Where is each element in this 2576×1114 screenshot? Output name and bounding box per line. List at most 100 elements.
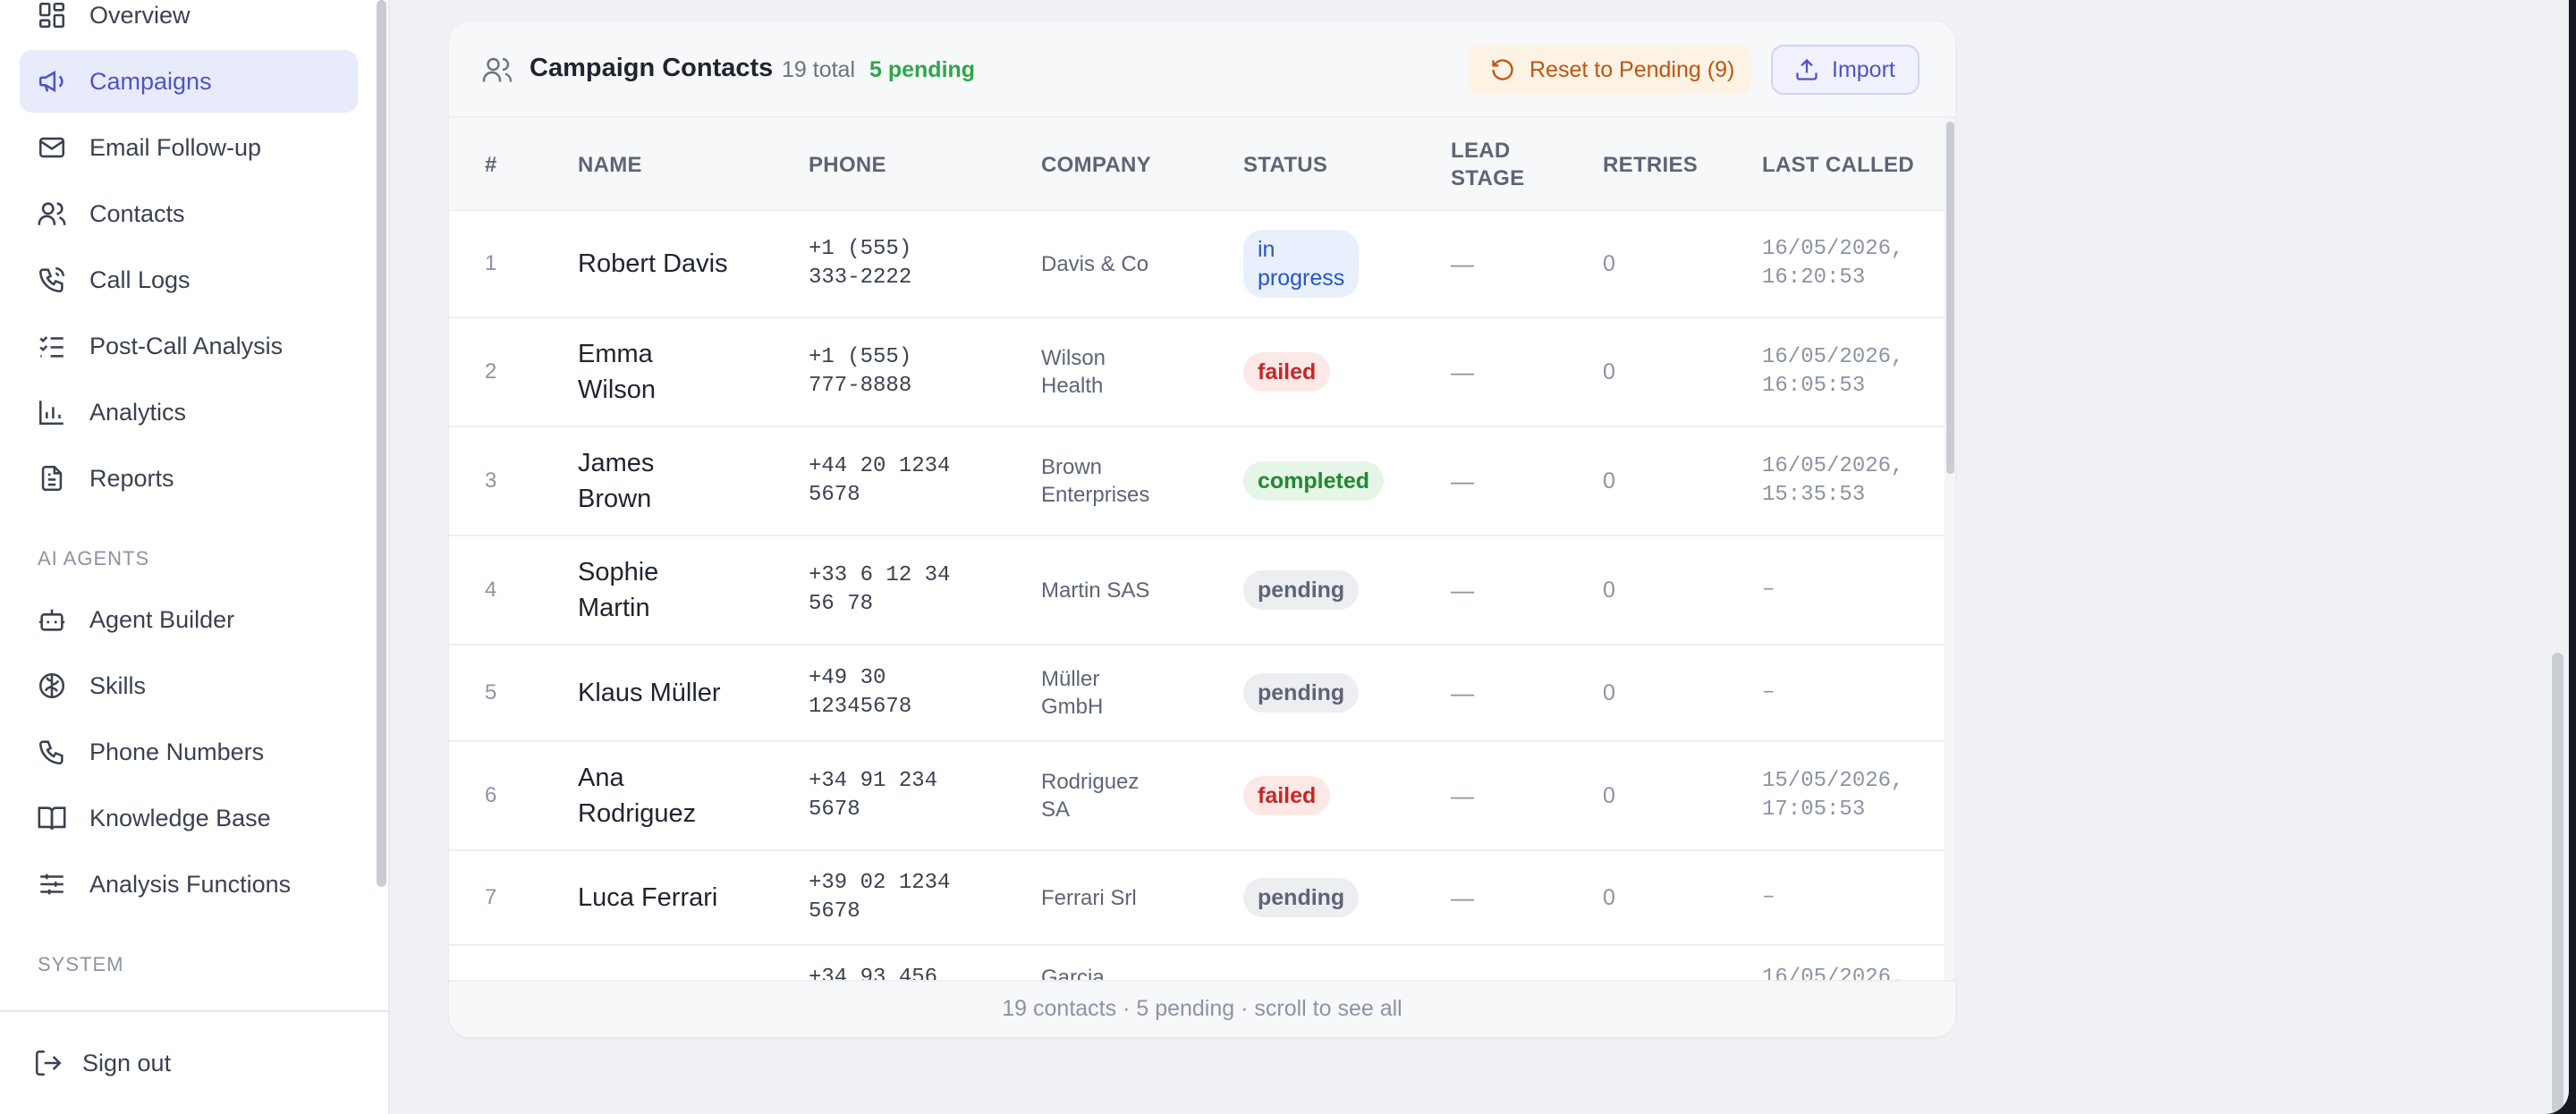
table-row[interactable]: 4 Sophie Martin +33 6 12 34 56 78 Martin SAS p… [449,536,1945,646]
column-header-last-called[interactable]: LAST CALLED [1762,153,1914,177]
grid-icon [36,0,68,31]
contact-name: Luca Ferrari [578,851,784,944]
row-number: 5 [485,680,497,705]
sidebar-scrollbar[interactable] [377,0,386,887]
phone-call-icon [36,264,68,296]
sidebar-item-overview[interactable]: Overview [20,0,358,46]
sidebar-item-email-follow-up[interactable]: Email Follow-up [20,116,358,179]
sidebar-item-contacts[interactable]: Contacts [20,182,358,245]
column-header-company[interactable]: COMPANY [1041,153,1151,177]
page-scrollbar[interactable] [2552,653,2563,1114]
rotate-ccw-icon [1490,57,1515,82]
megaphone-icon [36,65,68,97]
contact-name-line1: Robert Davis [578,249,728,278]
import-button[interactable]: Import [1771,45,1919,95]
checklist-icon [36,330,68,362]
column-header-status[interactable]: STATUS [1243,153,1328,177]
contact-name: James Brown [578,427,784,535]
sidebar-item-agent-builder[interactable]: Agent Builder [20,588,358,651]
contact-company-line1: Brown [1041,455,1103,479]
contact-name-line1: Ana [578,764,624,792]
sidebar-item-post-call-analysis[interactable]: Post-Call Analysis [20,315,358,377]
contact-company: Rodriguez SA [1041,742,1211,849]
sidebar-item-analysis-functions[interactable]: Analysis Functions [20,853,358,916]
table-row[interactable]: 6 Ana Rodriguez +34 91 234 5678 Rodriguez SA fa… [449,742,1945,851]
sign-out-button[interactable]: Sign out [20,1032,358,1094]
last-called-line2: 17:05:53 [1762,798,1866,822]
contact-phone-line2: 5678 [809,483,860,507]
column-header-name[interactable]: NAME [578,153,642,177]
status-badge: failed [1243,776,1331,815]
last-called: – [1762,851,1941,944]
status-badge: pending [1243,570,1360,610]
last-called-line1: – [1762,885,1775,909]
contact-phone-line1: +1 (555) [809,237,912,261]
upload-icon [1794,57,1819,82]
status-badge-line1: pending [1258,578,1345,603]
table-row[interactable]: 7 Luca Ferrari +39 02 1234 5678 Ferrari Srl p… [449,851,1945,946]
table-row[interactable]: 3 James Brown +44 20 1234 5678 Brown Enterpris… [449,427,1945,536]
contact-company-line1: Ferrari Srl [1041,885,1137,910]
contact-phone: +34 91 234 5678 [809,742,1014,849]
bot-icon [36,603,68,636]
retries-count: 0 [1603,250,1615,276]
contacts-table: # NAME PHONE COMPANY STATUS LEAD STAGE R… [449,118,1955,1001]
sidebar-nav: Overview Campaigns Email Follow-up Conta… [0,0,388,1009]
contact-company: Müller GmbH [1041,646,1211,740]
row-number: 4 [485,578,497,602]
last-called-line2: 16:20:53 [1762,266,1866,290]
retries-count: 0 [1603,884,1615,910]
file-text-icon [36,462,68,494]
sliders-icon [36,868,68,900]
sidebar-item-reports[interactable]: Reports [20,447,358,510]
sidebar-item-label: Reports [89,464,174,492]
sidebar-item-phone-numbers[interactable]: Phone Numbers [20,721,358,783]
status-cell: pending [1243,646,1360,740]
table-row[interactable]: 1 Robert Davis +1 (555) 333-2222 Davis & Co i… [449,211,1945,318]
users-icon [481,54,513,86]
lead-stage: — [1451,781,1474,809]
brain-icon [36,670,68,702]
contact-name: Emma Wilson [578,318,784,426]
contact-name-line1: Emma [578,340,653,368]
table-row[interactable]: 5 Klaus Müller +49 30 12345678 Müller GmbH pen… [449,646,1945,742]
last-called: 16/05/2026, 15:35:53 [1762,427,1941,535]
status-badge: failed [1243,352,1331,392]
contact-phone-line1: +1 (555) [809,345,912,369]
table-row[interactable]: 2 Emma Wilson +1 (555) 777-8888 Wilson Health f… [449,318,1945,427]
lead-stage: — [1451,576,1474,603]
sidebar-footer: Sign out [0,1010,388,1114]
sidebar-item-analytics[interactable]: Analytics [20,381,358,443]
sidebar-item-campaigns[interactable]: Campaigns [20,50,358,113]
last-called-line1: 16/05/2026, [1762,345,1904,369]
row-number: 7 [485,885,497,909]
status-badge: pending [1243,878,1360,917]
sidebar-item-label: Campaigns [89,67,212,95]
column-header-phone[interactable]: PHONE [809,153,886,177]
column-header-lead-line2: STAGE [1451,166,1525,190]
table-scrollbar[interactable] [1946,122,1954,474]
sidebar-item-skills[interactable]: Skills [20,654,358,717]
column-header-lead-line1: LEAD [1451,139,1511,163]
status-cell: pending [1243,851,1360,944]
contact-phone: +44 20 1234 5678 [809,427,1014,535]
column-header-retries[interactable]: RETRIES [1603,153,1699,177]
contact-company-line2: Enterprises [1041,483,1150,507]
contact-phone-line1: +44 20 1234 [809,454,951,478]
sidebar-item-knowledge-base[interactable]: Knowledge Base [20,787,358,849]
last-called: – [1762,646,1941,740]
contact-phone-line1: +49 30 [809,666,886,690]
column-header-lead-stage[interactable]: LEAD STAGE [1451,137,1524,192]
contact-phone-line2: 333-2222 [809,266,912,290]
contact-name: Klaus Müller [578,646,784,740]
contact-company-line1: Davis & Co [1041,251,1149,276]
last-called: 16/05/2026, 16:20:53 [1762,211,1941,316]
contact-company-line1: Rodriguez [1041,770,1140,794]
sidebar-item-call-logs[interactable]: Call Logs [20,249,358,311]
sidebar-item-label: Skills [89,671,147,699]
contact-phone: +33 6 12 34 56 78 [809,536,1014,644]
last-called-line1: 16/05/2026, [1762,454,1904,478]
retries-count: 0 [1603,782,1615,808]
reset-to-pending-button[interactable]: Reset to Pending (9) [1469,45,1751,95]
